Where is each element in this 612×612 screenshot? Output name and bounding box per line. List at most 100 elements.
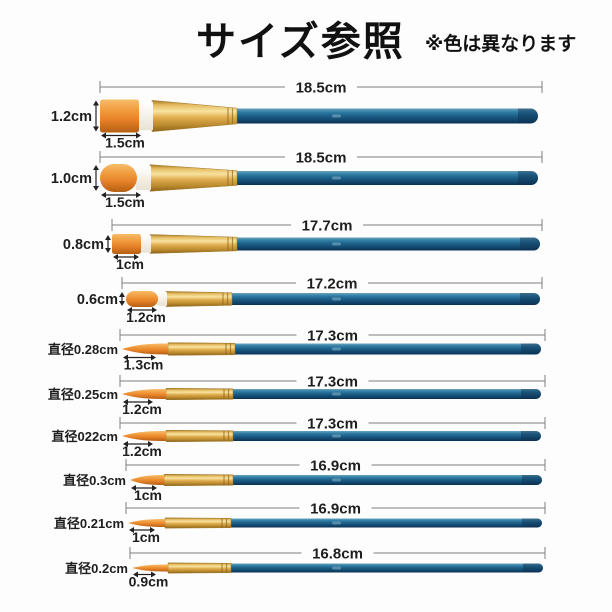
bristle-band [157,292,167,306]
length-label: 18.5cm [296,150,347,167]
width-arrow [131,485,157,491]
handle-end-cap [518,108,538,124]
brush-ferrule [165,387,234,401]
width-arrow [101,192,141,198]
length-dimension-line [119,375,546,387]
brush-bristles [126,291,158,307]
brush-bristles [100,164,137,192]
handle-end-cap [520,293,540,305]
brush-handle [233,389,541,399]
length-dimension-line [125,502,546,514]
handle-marking [332,176,341,180]
length-dimension-line [99,151,543,163]
brush-handle [233,475,542,485]
brush-row: 17.3cm 直径022cm 1.2cm [52,416,546,459]
brush-row: 18.5cm 1.2cm 1.5cm [51,80,543,151]
head-width-label: 1.2cm [122,443,162,459]
brush-handle [237,237,540,251]
head-height-label: 0.6cm [77,292,118,308]
handle-marking [332,566,341,570]
bristle-band [136,165,151,191]
paintbrush-image [122,387,541,401]
handle-marking [332,347,341,351]
handle-end-cap [522,475,542,485]
paintbrush-image [122,429,541,443]
brush-bristles [122,431,166,441]
length-dimension-line [125,459,546,471]
paintbrush-image [112,234,540,254]
diameter-label: 直径0.25cm [48,387,118,402]
bristle-band [138,101,153,131]
brush-ferrule [151,100,238,132]
paintbrush-image [130,473,542,487]
brush-bristles [100,99,139,133]
head-height-label: 1.2cm [51,109,92,125]
brush-row: 17.3cm 直径0.25cm 1.2cm [48,374,546,417]
length-label: 16.9cm [310,501,361,518]
head-width-label: 1.5cm [105,194,145,210]
handle-end-cap [522,518,542,528]
handle-marking [332,297,341,301]
width-arrow [123,399,153,405]
width-arrow [133,571,156,578]
paintbrush-image [100,164,538,192]
height-arrow [93,100,99,132]
length-label: 17.3cm [307,374,358,391]
head-width-label: 1.5cm [105,135,145,151]
paintbrush-image [100,99,538,133]
brush-handle [235,343,541,355]
brush-handle [233,431,541,441]
bristle-band [140,235,151,253]
head-height-label: 1.0cm [51,171,92,187]
head-width-label: 1.2cm [122,401,162,417]
length-dimension-line [111,219,543,231]
handle-marking [332,434,341,438]
brush-ferrule [165,429,234,443]
height-arrow [119,292,125,306]
brush-handle [231,518,542,528]
brush-row: 17.3cm 直径0.28cm 1.3cm [48,328,546,373]
length-label: 17.7cm [302,218,353,235]
brush-ferrule [149,234,238,254]
width-arrow [127,307,157,313]
brush-handle [231,563,543,573]
brush-handle [237,108,538,124]
brush-bristles [132,564,168,572]
handle-marking [332,521,341,525]
brush-rows: 18.5cm 1.2cm 1.5cm 18.5cm 1.0cm 1.5cm 17.7cm 0.… [0,76,612,603]
height-arrow [93,165,99,191]
paintbrush-image [128,517,542,529]
length-label: 16.8cm [312,546,363,563]
length-dimension-line [99,81,543,93]
color-disclaimer-note: ※色は異なります [424,33,577,55]
page-title: サイズ参照 [196,20,405,64]
width-arrow [123,354,156,361]
handle-marking [332,478,341,482]
handle-end-cap [521,389,541,399]
handle-end-cap [518,171,538,185]
brush-handle [232,293,540,305]
length-label: 17.3cm [307,328,358,345]
length-dimension-line [119,329,546,341]
handle-marking [332,242,341,246]
diameter-label: 直径022cm [52,429,118,444]
brush-ferrule [149,164,238,192]
head-width-label: 1cm [134,487,162,503]
length-dimension-line [119,417,546,429]
handle-end-cap [523,563,543,573]
handle-end-cap [520,237,540,251]
handle-end-cap [521,343,541,355]
brush-row: 17.7cm 0.8cm 1cm [63,218,543,272]
brush-row: 17.2cm 0.6cm 1.2cm [77,276,543,325]
paintbrush-image [126,291,540,307]
width-arrow [113,254,139,260]
handle-end-cap [521,431,541,441]
brush-ferrule [167,342,236,356]
header: サイズ参照 ※色は異なります [0,0,612,76]
length-dimension-line [121,277,543,289]
handle-marking [332,392,341,396]
handle-marking [332,114,341,118]
brush-ferrule [164,517,232,529]
